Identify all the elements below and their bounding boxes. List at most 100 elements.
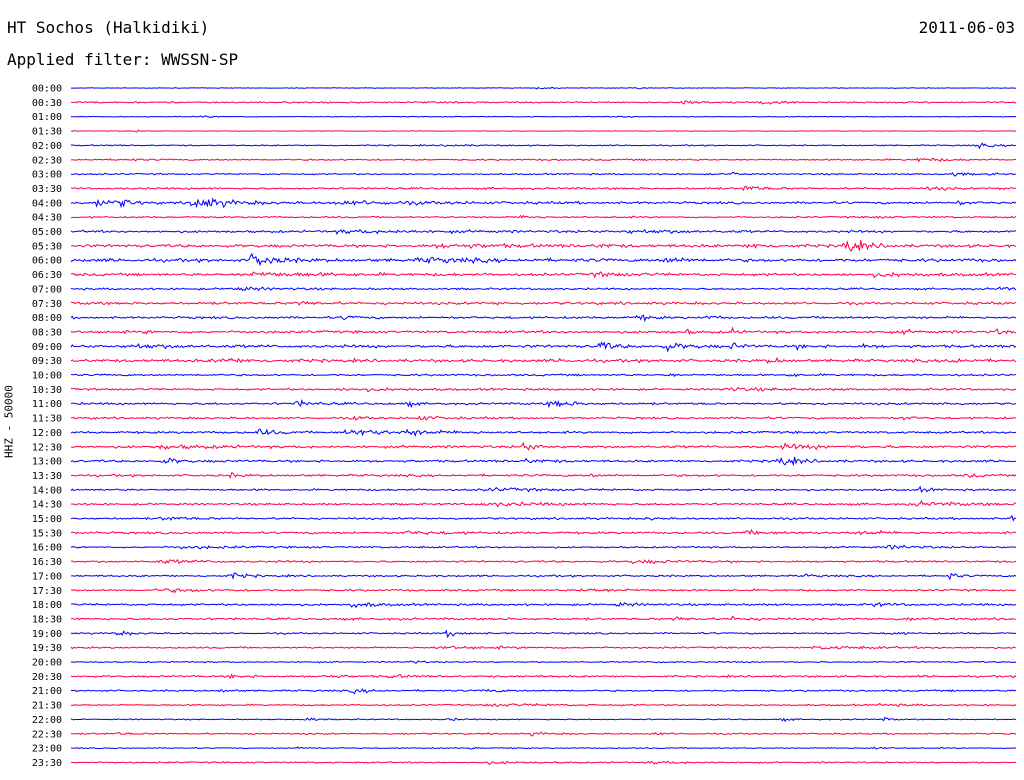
seismic-trace — [70, 171, 1017, 177]
row-time-label: 03:30 — [32, 184, 62, 195]
seismic-trace — [70, 214, 1017, 220]
seismic-trace — [70, 499, 1017, 508]
date-label: 2011-06-03 — [918, 18, 1015, 37]
row-time-label: 18:30 — [32, 614, 62, 625]
seismic-trace — [70, 514, 1017, 522]
seismic-trace — [70, 386, 1017, 393]
row-time-label: 13:00 — [32, 457, 62, 468]
row-time-label: 12:30 — [32, 442, 62, 453]
seismic-trace — [70, 399, 1017, 409]
seismic-trace — [70, 86, 1017, 90]
seismic-trace — [70, 760, 1017, 766]
row-time-label: 22:30 — [32, 729, 62, 740]
row-time-label: 11:00 — [32, 399, 62, 410]
row-time-label: 11:30 — [32, 414, 62, 425]
row-time-label: 19:00 — [32, 629, 62, 640]
row-time-label: 16:00 — [32, 543, 62, 554]
seismic-trace — [70, 314, 1017, 323]
seismic-trace — [70, 252, 1017, 267]
seismic-trace — [70, 615, 1017, 622]
seismic-trace — [70, 456, 1017, 467]
row-time-label: 07:00 — [32, 284, 62, 295]
row-time-label: 05:00 — [32, 227, 62, 238]
seismic-trace — [70, 373, 1017, 378]
seismic-trace — [70, 415, 1017, 421]
row-time-label: 21:30 — [32, 701, 62, 712]
seismic-trace — [70, 326, 1017, 336]
row-time-label: 05:30 — [32, 241, 62, 252]
seismic-trace — [70, 629, 1017, 639]
row-time-label: 07:30 — [32, 299, 62, 310]
seismic-trace — [70, 228, 1017, 235]
seismic-trace — [70, 356, 1017, 365]
seismic-trace — [70, 185, 1017, 192]
row-time-label: 00:30 — [32, 98, 62, 109]
row-time-label: 12:00 — [32, 428, 62, 439]
row-time-label: 08:00 — [32, 313, 62, 324]
row-time-label: 14:30 — [32, 500, 62, 511]
row-time-label: 04:30 — [32, 213, 62, 224]
seismic-trace — [70, 286, 1017, 292]
filter-label: Applied filter: WWSSN-SP — [7, 50, 239, 69]
seismic-trace — [70, 746, 1017, 750]
row-time-label: 19:30 — [32, 643, 62, 654]
row-time-label: 21:00 — [32, 686, 62, 697]
row-time-label: 02:00 — [32, 141, 62, 152]
seismic-trace — [70, 271, 1017, 279]
row-time-label: 10:30 — [32, 385, 62, 396]
row-time-label: 03:00 — [32, 170, 62, 181]
seismic-trace — [70, 341, 1017, 353]
row-time-label: 00:00 — [32, 84, 62, 95]
row-time-label: 15:30 — [32, 528, 62, 539]
row-time-label: 04:00 — [32, 198, 62, 209]
seismic-trace — [70, 129, 1017, 133]
seismic-trace — [70, 142, 1017, 150]
seismic-trace — [70, 731, 1017, 737]
seismic-trace — [70, 100, 1017, 105]
row-time-label: 23:30 — [32, 758, 62, 769]
seismic-trace — [70, 428, 1017, 437]
row-time-label: 15:00 — [32, 514, 62, 525]
row-time-label: 22:00 — [32, 715, 62, 726]
seismic-trace — [70, 472, 1017, 480]
seismic-trace — [70, 660, 1017, 664]
row-time-label: 18:00 — [32, 600, 62, 611]
seismic-trace — [70, 587, 1017, 594]
seismic-trace — [70, 115, 1017, 119]
row-time-label: 17:00 — [32, 571, 62, 582]
seismic-trace — [70, 197, 1017, 209]
row-time-label: 20:00 — [32, 658, 62, 669]
seismic-trace — [70, 528, 1017, 536]
row-time-label: 09:00 — [32, 342, 62, 353]
row-time-label: 06:30 — [32, 270, 62, 281]
row-time-label: 01:00 — [32, 112, 62, 123]
row-time-label: 09:30 — [32, 356, 62, 367]
row-time-label: 23:00 — [32, 744, 62, 755]
seismic-trace — [70, 702, 1017, 708]
seismic-trace — [70, 688, 1017, 695]
seismic-trace — [70, 572, 1017, 581]
seismic-trace — [70, 485, 1017, 494]
row-time-label: 10:00 — [32, 371, 62, 382]
seismic-trace — [70, 544, 1017, 550]
seismic-trace — [70, 239, 1017, 253]
row-time-label: 14:00 — [32, 485, 62, 496]
row-time-label: 20:30 — [32, 672, 62, 683]
seismic-trace — [70, 441, 1017, 451]
row-time-label: 06:00 — [32, 256, 62, 267]
row-time-label: 17:30 — [32, 586, 62, 597]
row-time-label: 02:30 — [32, 155, 62, 166]
row-time-label: 01:30 — [32, 127, 62, 138]
seismic-trace — [70, 673, 1017, 680]
row-time-label: 16:30 — [32, 557, 62, 568]
row-time-label: 13:30 — [32, 471, 62, 482]
row-time-label: 08:30 — [32, 327, 62, 338]
seismic-trace — [70, 601, 1017, 609]
seismic-trace — [70, 558, 1017, 565]
seismic-trace — [70, 300, 1017, 306]
seismic-trace — [70, 716, 1017, 723]
station-title: HT Sochos (Halkidiki) — [7, 18, 210, 37]
seismic-trace — [70, 645, 1017, 651]
seismic-trace — [70, 157, 1017, 163]
